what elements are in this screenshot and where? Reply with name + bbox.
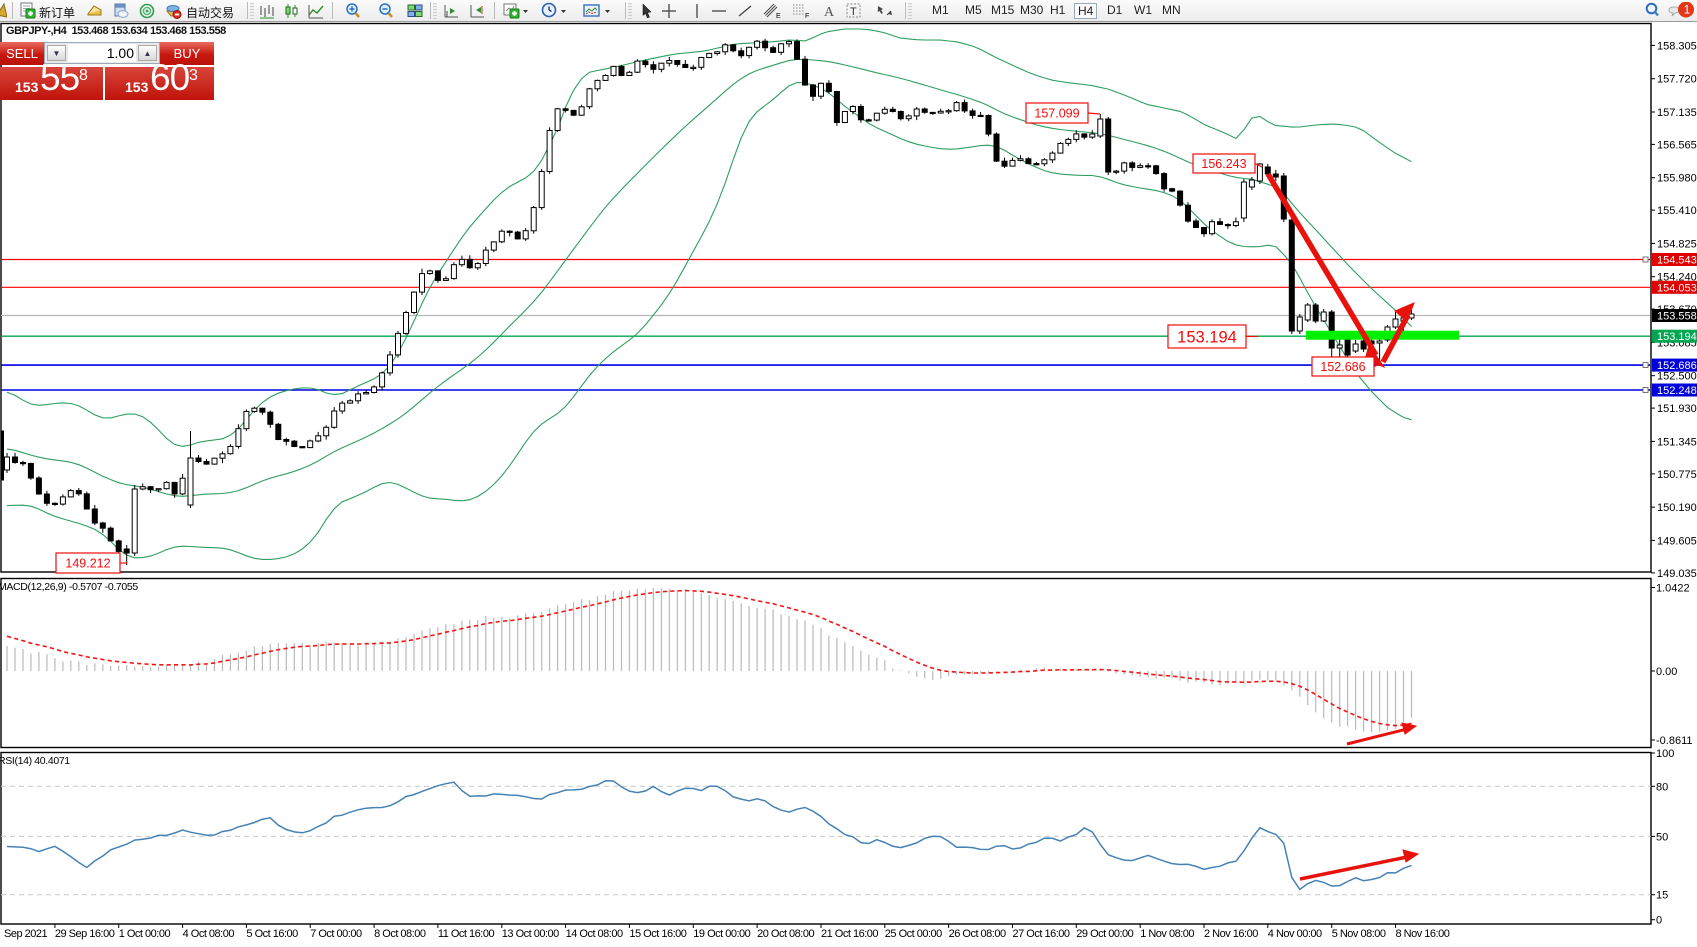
svg-text:150.190: 150.190 xyxy=(1657,502,1697,514)
svg-text:Sep 2021: Sep 2021 xyxy=(4,928,47,940)
svg-text:149.035: 149.035 xyxy=(1657,568,1697,580)
svg-text:153.558: 153.558 xyxy=(1657,311,1697,323)
svg-text:5 Oct 16:00: 5 Oct 16:00 xyxy=(246,928,298,940)
svg-text:152.500: 152.500 xyxy=(1657,371,1697,383)
svg-text:GBPJPY-,H4 153.468 153.634 15: GBPJPY-,H4 153.468 153.634 153.468 153.5… xyxy=(6,25,226,37)
svg-text:157.135: 157.135 xyxy=(1657,107,1697,119)
svg-text:15 Oct 16:00: 15 Oct 16:00 xyxy=(629,928,686,940)
svg-text:154.053: 154.053 xyxy=(1657,282,1697,294)
svg-text:152.248: 152.248 xyxy=(1657,385,1697,397)
svg-text:29 Sep 16:00: 29 Sep 16:00 xyxy=(55,928,115,940)
svg-text:19 Oct 00:00: 19 Oct 00:00 xyxy=(693,928,750,940)
svg-text:8 Oct 08:00: 8 Oct 08:00 xyxy=(374,928,426,940)
svg-text:0.00: 0.00 xyxy=(1656,666,1677,678)
svg-text:157.720: 157.720 xyxy=(1657,74,1697,86)
svg-text:15: 15 xyxy=(1656,890,1668,902)
svg-text:156.565: 156.565 xyxy=(1657,139,1697,151)
svg-text:11 Oct 16:00: 11 Oct 16:00 xyxy=(438,928,495,940)
svg-text:-0.8611: -0.8611 xyxy=(1656,735,1693,747)
svg-text:153.194: 153.194 xyxy=(1177,328,1237,346)
svg-text:14 Oct 08:00: 14 Oct 08:00 xyxy=(566,928,623,940)
svg-text:1 Nov 08:00: 1 Nov 08:00 xyxy=(1140,928,1194,940)
svg-text:50: 50 xyxy=(1656,831,1668,843)
svg-text:80: 80 xyxy=(1656,781,1668,793)
svg-text:155.980: 155.980 xyxy=(1657,173,1697,185)
svg-text:F: F xyxy=(805,13,809,20)
svg-text:T: T xyxy=(850,6,857,18)
svg-text:149.212: 149.212 xyxy=(65,557,110,571)
svg-text:1: 1 xyxy=(1684,5,1690,17)
svg-text:5 Nov 08:00: 5 Nov 08:00 xyxy=(1332,928,1386,940)
svg-text:153.194: 153.194 xyxy=(1657,331,1697,343)
svg-text:RSI(14) 40.4071: RSI(14) 40.4071 xyxy=(0,755,70,767)
svg-text:155.410: 155.410 xyxy=(1657,205,1697,217)
svg-text:100: 100 xyxy=(1656,748,1674,760)
svg-text:157.099: 157.099 xyxy=(1034,107,1079,121)
svg-text:1.0422: 1.0422 xyxy=(1656,583,1690,595)
svg-text:158.305: 158.305 xyxy=(1657,40,1697,52)
svg-text:7 Oct 00:00: 7 Oct 00:00 xyxy=(310,928,362,940)
svg-text:0: 0 xyxy=(1656,915,1662,927)
svg-text:E: E xyxy=(776,13,781,20)
svg-text:25 Oct 00:00: 25 Oct 00:00 xyxy=(885,928,942,940)
svg-text:151.930: 151.930 xyxy=(1657,403,1697,415)
svg-text:20 Oct 08:00: 20 Oct 08:00 xyxy=(757,928,814,940)
svg-text:2 Nov 16:00: 2 Nov 16:00 xyxy=(1204,928,1258,940)
svg-text:4 Nov 00:00: 4 Nov 00:00 xyxy=(1268,928,1322,940)
svg-text:1 Oct 00:00: 1 Oct 00:00 xyxy=(119,928,171,940)
svg-text:A: A xyxy=(824,5,835,20)
svg-text:29 Oct 00:00: 29 Oct 00:00 xyxy=(1076,928,1133,940)
svg-text:26 Oct 08:00: 26 Oct 08:00 xyxy=(949,928,1006,940)
svg-text:21 Oct 16:00: 21 Oct 16:00 xyxy=(821,928,878,940)
svg-text:4 Oct 08:00: 4 Oct 08:00 xyxy=(183,928,235,940)
svg-text:13 Oct 00:00: 13 Oct 00:00 xyxy=(502,928,559,940)
svg-text:154.825: 154.825 xyxy=(1657,238,1697,250)
svg-text:154.543: 154.543 xyxy=(1657,255,1697,267)
svg-text:156.243: 156.243 xyxy=(1201,157,1246,171)
svg-text:27 Oct 16:00: 27 Oct 16:00 xyxy=(1013,928,1070,940)
svg-text:151.345: 151.345 xyxy=(1657,436,1697,448)
svg-text:8 Nov 16:00: 8 Nov 16:00 xyxy=(1396,928,1450,940)
svg-text:MACD(12,26,9) -0.5707 -0.7055: MACD(12,26,9) -0.5707 -0.7055 xyxy=(0,581,138,593)
svg-text:152.686: 152.686 xyxy=(1320,360,1365,374)
svg-text:150.775: 150.775 xyxy=(1657,469,1697,481)
svg-text:149.605: 149.605 xyxy=(1657,535,1697,547)
svg-text:152.686: 152.686 xyxy=(1657,360,1697,372)
